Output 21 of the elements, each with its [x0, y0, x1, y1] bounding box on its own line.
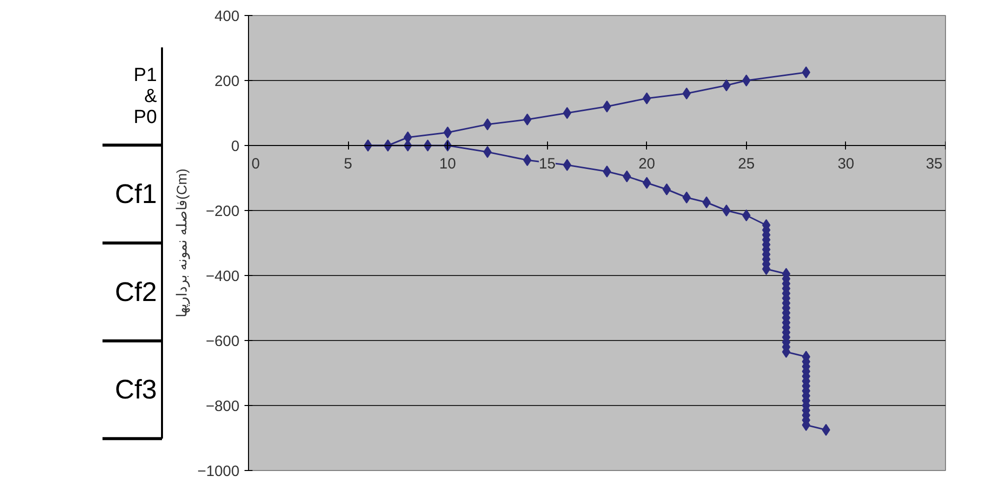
x-tick-label: 30 — [838, 156, 854, 172]
x-tick-label: 0 — [252, 156, 260, 172]
y-tick-label: 200 — [214, 73, 240, 90]
x-tick-label: 5 — [344, 156, 352, 172]
text: Cf3 — [114, 374, 157, 405]
x-tick-label: 20 — [638, 156, 656, 172]
x-tick-label: 25 — [738, 156, 755, 172]
y-tick-label: −1000 — [197, 463, 240, 480]
y-tick-label: 400 — [214, 8, 240, 25]
text: Cf1 — [114, 179, 157, 210]
y-tick-label: −400 — [206, 268, 240, 285]
text: Cf2 — [114, 276, 157, 307]
y-tick-label: −600 — [206, 333, 240, 350]
y-tick-label: −200 — [206, 203, 240, 220]
x-tick-label: 35 — [926, 156, 943, 172]
y-tick-label: 0 — [231, 138, 240, 155]
text: P1 & P0 — [134, 64, 158, 128]
x-tick-label: 10 — [439, 156, 456, 172]
y-tick-label: −800 — [206, 398, 240, 415]
y-axis-title: فاصله نمونه بردارپها(Cm) — [173, 168, 190, 318]
x-tick-label: 15 — [538, 156, 556, 172]
